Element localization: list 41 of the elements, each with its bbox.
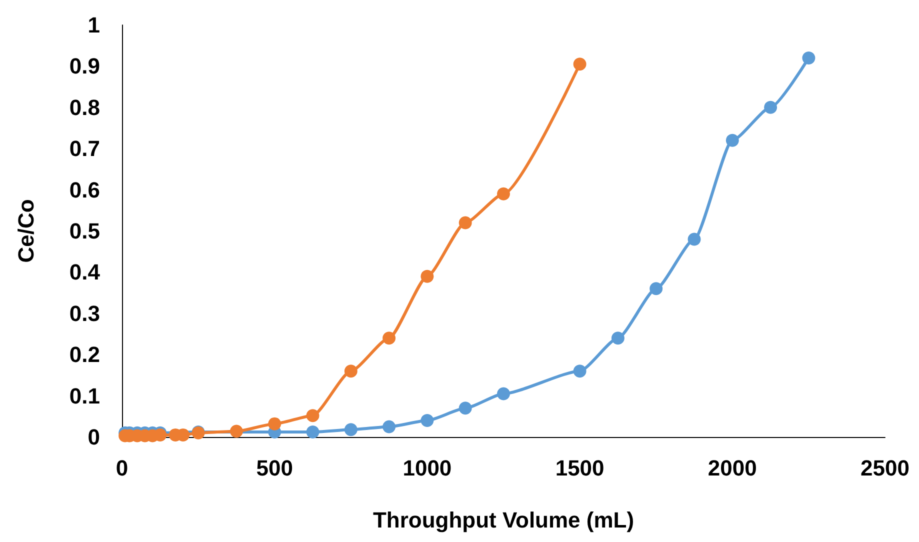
point bbox=[497, 387, 510, 400]
y-tick-label: 0 bbox=[88, 424, 100, 450]
point bbox=[650, 282, 663, 296]
x-axis-title: Throughput Volume (mL) bbox=[372, 508, 634, 532]
point bbox=[802, 51, 816, 64]
y-tick-label: 0.2 bbox=[69, 342, 100, 368]
y-tick-label: 0.7 bbox=[69, 136, 100, 162]
point bbox=[382, 332, 396, 345]
point bbox=[611, 332, 624, 345]
y-tick-label: 0.9 bbox=[69, 54, 100, 79]
x-tick-label: 0 bbox=[116, 456, 128, 480]
point bbox=[420, 414, 434, 428]
x-tick-label: 2500 bbox=[860, 456, 910, 480]
x-tick-label: 2000 bbox=[708, 456, 757, 480]
point bbox=[573, 364, 586, 378]
point bbox=[688, 232, 701, 246]
point bbox=[497, 187, 510, 200]
y-tick-label: 0.8 bbox=[69, 94, 100, 120]
point bbox=[420, 270, 434, 283]
y-tick-label: 0.4 bbox=[69, 260, 101, 285]
point bbox=[230, 424, 243, 438]
x-tick-label: 500 bbox=[256, 456, 293, 480]
point bbox=[306, 409, 320, 422]
point bbox=[268, 417, 282, 430]
point bbox=[764, 100, 778, 114]
point bbox=[573, 58, 586, 71]
y-tick-label: 0.3 bbox=[69, 300, 100, 326]
y-axis-title: Ce/Co bbox=[14, 199, 38, 263]
point bbox=[344, 423, 358, 436]
y-tick-label: 0.5 bbox=[69, 218, 100, 244]
y-tick-label: 0.6 bbox=[69, 177, 100, 202]
point bbox=[344, 364, 358, 378]
point bbox=[458, 402, 472, 415]
point bbox=[382, 420, 396, 434]
point bbox=[306, 426, 320, 439]
y-tick-label: 1 bbox=[88, 12, 100, 38]
point bbox=[726, 134, 739, 147]
point bbox=[458, 216, 472, 230]
x-tick-label: 1500 bbox=[555, 456, 604, 480]
y-tick-label: 0.1 bbox=[69, 383, 100, 408]
x-tick-label: 1000 bbox=[402, 456, 452, 480]
